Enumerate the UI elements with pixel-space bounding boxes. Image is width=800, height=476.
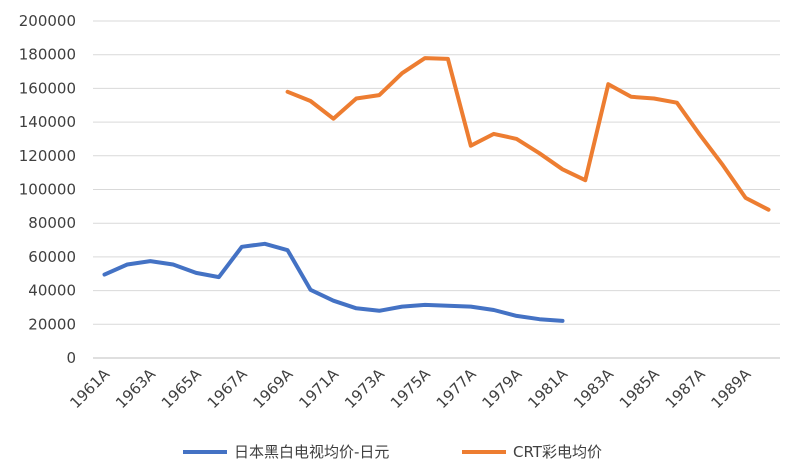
y-axis-ticks: 0 20000 40000 60000 80000 100000 120000 140000 1… (19, 12, 76, 367)
y-tick-label: 20000 (28, 315, 76, 333)
x-axis-ticks: 1961A1963A1965A1967A1969A1971A1973A1975A… (66, 365, 755, 412)
x-tick-label: 1975A (387, 365, 434, 412)
series-line-bw-tv (102, 241, 565, 323)
y-tick-label: 120000 (19, 147, 76, 165)
y-tick-label: 0 (66, 349, 76, 367)
x-tick-label: 1967A (204, 365, 251, 412)
y-tick-label: 140000 (19, 113, 76, 131)
legend: 日本黑白电视均价-日元 CRT彩电均价 (183, 443, 602, 461)
y-tick-label: 200000 (19, 12, 76, 30)
x-tick-label: 1985A (616, 365, 663, 412)
series-lines (102, 56, 771, 323)
y-tick-label: 40000 (28, 282, 76, 300)
x-tick-label: 1977A (433, 365, 480, 412)
y-tick-label: 180000 (19, 46, 76, 64)
y-tick-label: 100000 (19, 181, 76, 199)
x-tick-label: 1969A (250, 365, 297, 412)
x-tick-label: 1989A (708, 365, 755, 412)
legend-label-bw-tv: 日本黑白电视均价-日元 (234, 443, 389, 461)
x-tick-label: 1971A (295, 365, 342, 412)
y-tick-label: 80000 (28, 214, 76, 232)
x-tick-label: 1987A (662, 365, 709, 412)
y-tick-label: 60000 (28, 248, 76, 266)
x-tick-label: 1961A (66, 365, 113, 412)
x-tick-label: 1973A (341, 365, 388, 412)
x-tick-label: 1979A (479, 365, 526, 412)
x-tick-label: 1983A (570, 365, 617, 412)
series-line-crt-tv (285, 56, 771, 212)
x-tick-label: 1981A (524, 365, 571, 412)
legend-label-crt-tv: CRT彩电均价 (513, 443, 602, 461)
y-tick-label: 160000 (19, 79, 76, 97)
x-tick-label: 1965A (158, 365, 205, 412)
gridlines (93, 20, 780, 359)
x-tick-label: 1963A (112, 365, 159, 412)
